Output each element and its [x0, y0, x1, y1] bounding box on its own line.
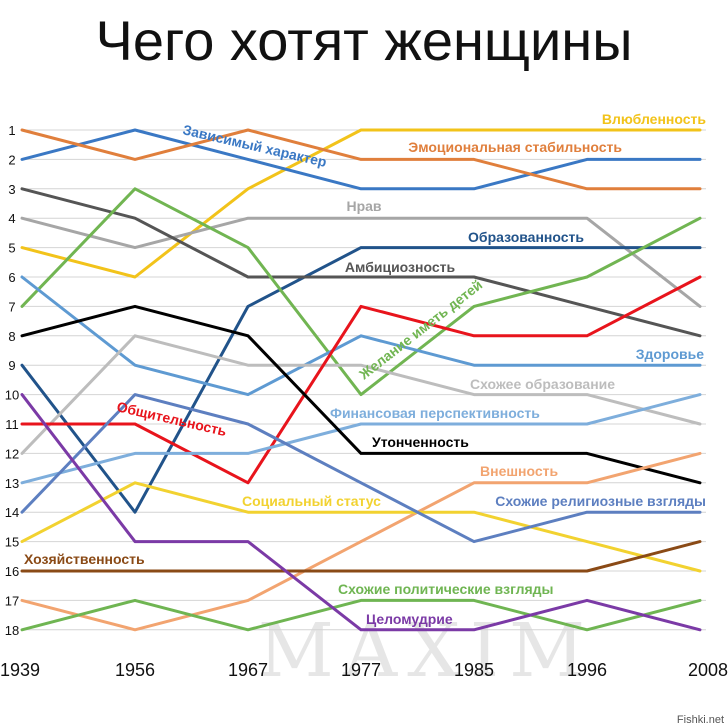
series-line [20, 393, 702, 544]
y-tick-label: 18 [5, 623, 19, 638]
y-tick-label: 5 [8, 241, 15, 256]
x-tick-label: 1977 [341, 660, 381, 680]
series-line [20, 451, 702, 632]
series-line [20, 275, 702, 485]
series-label: Финансовая перспективность [330, 405, 540, 421]
y-tick-label: 6 [8, 270, 15, 285]
series-label: Влюбленность [602, 111, 706, 127]
chart-title: Чего хотят женщины [95, 9, 633, 72]
series-label: Здоровье [636, 346, 705, 362]
series-line [20, 187, 702, 338]
maxim-watermark: MAXIM [258, 608, 595, 694]
y-tick-label: 3 [8, 182, 15, 197]
y-tick-label: 12 [5, 446, 19, 461]
series-line [20, 393, 702, 632]
series-line [20, 598, 702, 632]
series-label: Целомудрие [366, 611, 453, 627]
series-label: Схожее образование [470, 376, 615, 392]
y-tick-label: 15 [5, 535, 19, 550]
series-line [20, 334, 702, 455]
x-tick-labels: 1939 1956 1967 1977 1985 1996 2008 [0, 660, 728, 680]
x-tick-label: 1967 [228, 660, 268, 680]
series-line [20, 128, 702, 279]
x-tick-label: 1985 [454, 660, 494, 680]
series-line [20, 275, 702, 397]
y-tick-label: 13 [5, 476, 19, 491]
series-label: Утонченность [372, 434, 469, 450]
series-label: Нрав [346, 198, 381, 214]
y-tick-label: 1 [8, 123, 15, 138]
series-label: Схожие политические взгляды [338, 581, 554, 597]
y-tick-label: 10 [5, 388, 19, 403]
series-label: Хозяйственность [24, 551, 145, 567]
series-line [20, 393, 702, 485]
series-line [20, 481, 702, 573]
y-tick-label: 11 [5, 417, 19, 432]
series-label: Эмоциональная стабильность [408, 139, 622, 155]
y-tick-label: 7 [8, 299, 15, 314]
series-line [20, 128, 702, 191]
y-tick-label: 4 [8, 211, 15, 226]
y-tick-label: 17 [5, 593, 19, 608]
series-line [20, 540, 702, 573]
watermark-text: MAXIM [258, 608, 595, 694]
x-tick-label: 1956 [115, 660, 155, 680]
series-label: Желание иметь детей [355, 276, 485, 383]
series-label: Социальный статус [242, 493, 381, 509]
series-label: Амбициозность [345, 259, 456, 275]
y-tick-label: 14 [5, 505, 19, 520]
series-label: Внешность [480, 463, 558, 479]
source-credit: Fishki.net [676, 714, 724, 726]
series-label: Образованность [468, 229, 584, 245]
series-line [20, 216, 702, 308]
series-line [20, 246, 702, 514]
y-tick-label: 2 [8, 152, 15, 167]
y-tick-label: 16 [5, 564, 19, 579]
series-line [20, 187, 702, 397]
y-tick-label: 9 [8, 358, 15, 373]
series-line [20, 304, 702, 485]
y-tick-label: 8 [8, 329, 15, 344]
x-tick-label: 2008 [688, 660, 728, 680]
series-line [20, 128, 702, 191]
series-label: Схожие религиозные взгляды [495, 493, 706, 509]
x-tick-label: 1996 [567, 660, 607, 680]
x-tick-label: 1939 [0, 660, 40, 680]
series-lines [20, 128, 702, 632]
